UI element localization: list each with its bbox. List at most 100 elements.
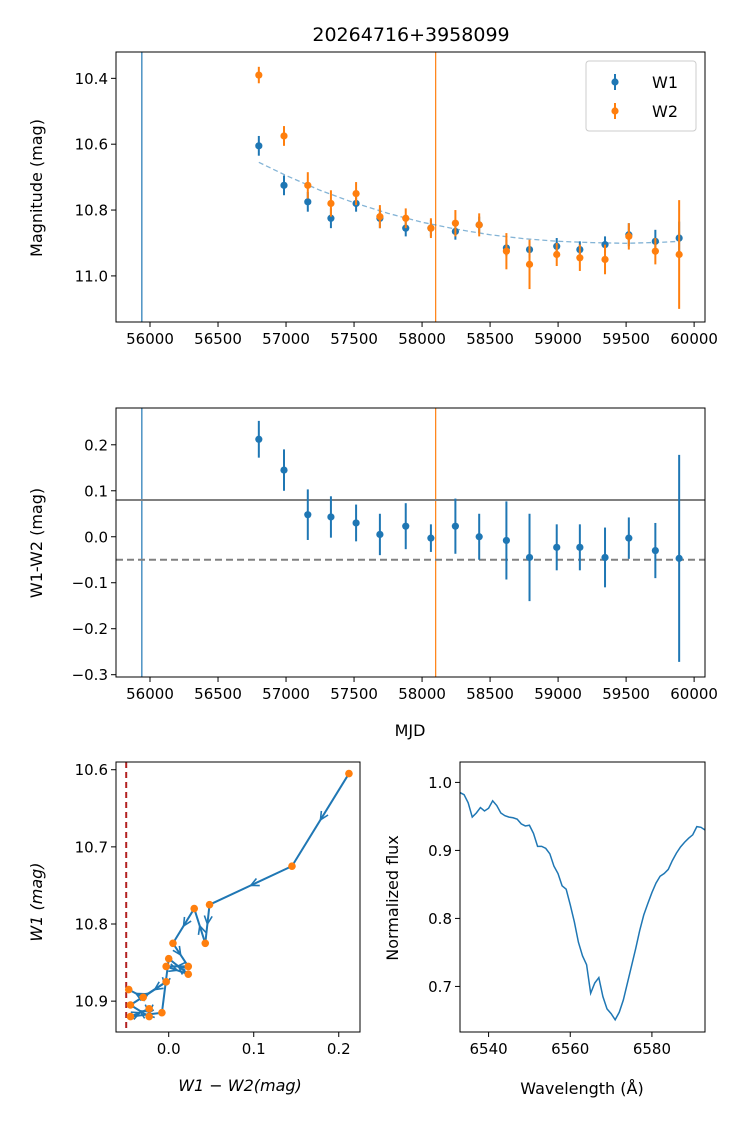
data-point bbox=[601, 553, 609, 562]
data-point bbox=[255, 142, 263, 150]
track-arrow bbox=[182, 916, 192, 928]
plot-area bbox=[141, 52, 683, 322]
track-arrow bbox=[138, 1009, 149, 1019]
plot-area bbox=[116, 408, 705, 677]
x-tick-label: 58500 bbox=[466, 685, 514, 703]
data-point bbox=[190, 904, 199, 913]
track-arrow bbox=[168, 963, 179, 973]
spectrum-panel: Normalized flux Wavelength (Å) 6540 6560 6… bbox=[383, 761, 706, 1098]
y-axis-label-color: W1-W2 (mag) bbox=[27, 488, 46, 598]
x-tick-label: 58000 bbox=[398, 685, 446, 703]
legend-box bbox=[585, 60, 697, 132]
data-point bbox=[304, 198, 312, 206]
data-point bbox=[402, 214, 410, 222]
x-tick-label: 60000 bbox=[670, 685, 718, 703]
spectrum-line bbox=[460, 791, 705, 1022]
data-point bbox=[304, 511, 312, 519]
data-point bbox=[651, 247, 659, 255]
data-point bbox=[625, 232, 633, 240]
data-point bbox=[525, 553, 534, 562]
x-tick-label: 58000 bbox=[398, 330, 446, 348]
x-tick-label: 56000 bbox=[126, 330, 174, 348]
data-point bbox=[576, 254, 584, 262]
y-tick-label: −0.2 bbox=[72, 620, 108, 638]
y-tick-label: 11.0 bbox=[75, 267, 108, 285]
x-tick-label: 57500 bbox=[330, 685, 378, 703]
y-tick-label: 10.4 bbox=[75, 70, 108, 88]
y-axis-label-magnitude: Magnitude (mag) bbox=[27, 119, 46, 257]
data-point bbox=[651, 546, 659, 555]
data-point bbox=[553, 250, 561, 259]
axes-frame bbox=[115, 407, 706, 678]
y-tick-label: 0.8 bbox=[428, 910, 452, 928]
data-point bbox=[139, 993, 148, 1002]
data-point bbox=[525, 260, 534, 268]
y-tick-label: 10.8 bbox=[75, 202, 108, 220]
chart-title: 20264716+3958099 bbox=[312, 24, 509, 46]
plot-area bbox=[124, 762, 353, 1032]
x-tick-label: 56500 bbox=[194, 330, 242, 348]
data-point bbox=[475, 221, 483, 229]
y-tick-label: 1.0 bbox=[428, 774, 452, 792]
data-point bbox=[502, 247, 510, 255]
data-point bbox=[169, 939, 177, 948]
data-point bbox=[255, 435, 263, 443]
data-point bbox=[162, 978, 170, 986]
data-point bbox=[675, 554, 683, 562]
legend-marker-dot bbox=[611, 78, 619, 86]
data-point bbox=[475, 533, 483, 541]
data-point bbox=[201, 939, 210, 948]
track-arrow bbox=[172, 945, 182, 957]
light-curve-panel: 20264716+3958099 Magnitude (mag) 56000 56… bbox=[27, 24, 718, 348]
x-tick-label: 6580 bbox=[633, 1040, 671, 1058]
data-point bbox=[158, 1008, 166, 1017]
axes-frame bbox=[115, 51, 706, 323]
x-tick-label: 0.0 bbox=[157, 1040, 181, 1058]
data-point bbox=[427, 534, 435, 542]
y-tick-label: 0.9 bbox=[428, 842, 452, 860]
data-point bbox=[184, 962, 193, 971]
legend-marker-dot bbox=[611, 107, 619, 115]
data-point bbox=[304, 181, 312, 189]
data-point bbox=[352, 519, 360, 527]
data-point bbox=[625, 534, 633, 542]
y-axis-label-flux: Normalized flux bbox=[383, 835, 402, 961]
track-arrow bbox=[130, 1011, 142, 1020]
color-magnitude-panel: W1 (mag) W1 − W2(mag) 0.0 0.1 0.2 10.6 10.7 1… bbox=[27, 761, 361, 1095]
x-tick-label: 0.2 bbox=[327, 1040, 351, 1058]
x-tick-label: 57500 bbox=[330, 330, 378, 348]
x-tick-label: 57000 bbox=[262, 685, 310, 703]
y-tick-label: −0.3 bbox=[72, 666, 108, 684]
y-axis-label-w1: W1 (mag) bbox=[27, 862, 46, 941]
x-axis-label-wavelength: Wavelength (Å) bbox=[520, 1079, 643, 1098]
axes-frame bbox=[459, 761, 706, 1033]
x-axis-label-w1-w2: W1 − W2(mag) bbox=[178, 1076, 302, 1095]
data-point bbox=[327, 513, 335, 521]
x-tick-label: 60000 bbox=[670, 330, 718, 348]
data-point bbox=[553, 543, 561, 551]
data-point bbox=[184, 970, 193, 978]
y-tick-label: 0.2 bbox=[84, 436, 108, 454]
data-point bbox=[601, 255, 609, 264]
y-tick-label: 10.6 bbox=[75, 761, 108, 779]
x-tick-label: 59500 bbox=[602, 685, 650, 703]
legend: W1 W2 bbox=[585, 60, 697, 132]
data-point bbox=[205, 900, 214, 909]
data-point bbox=[327, 214, 335, 222]
track-arrow bbox=[203, 915, 213, 926]
plot-area bbox=[460, 791, 705, 1022]
x-tick-label: 57000 bbox=[262, 330, 310, 348]
x-tick-label: 6540 bbox=[469, 1040, 507, 1058]
y-tick-label: 10.8 bbox=[75, 916, 108, 934]
data-point bbox=[352, 189, 360, 198]
data-point bbox=[145, 1012, 153, 1021]
data-point bbox=[427, 224, 435, 232]
axes-frame bbox=[115, 761, 361, 1033]
data-point bbox=[327, 199, 335, 208]
track-arrow bbox=[249, 877, 260, 887]
track-arrow bbox=[197, 924, 207, 935]
x-tick-label: 0.1 bbox=[242, 1040, 266, 1058]
color-curve-panel: W1-W2 (mag) MJD 56000 56500 57000 57500 5800… bbox=[27, 407, 718, 740]
y-tick-label: 10.6 bbox=[75, 136, 108, 154]
